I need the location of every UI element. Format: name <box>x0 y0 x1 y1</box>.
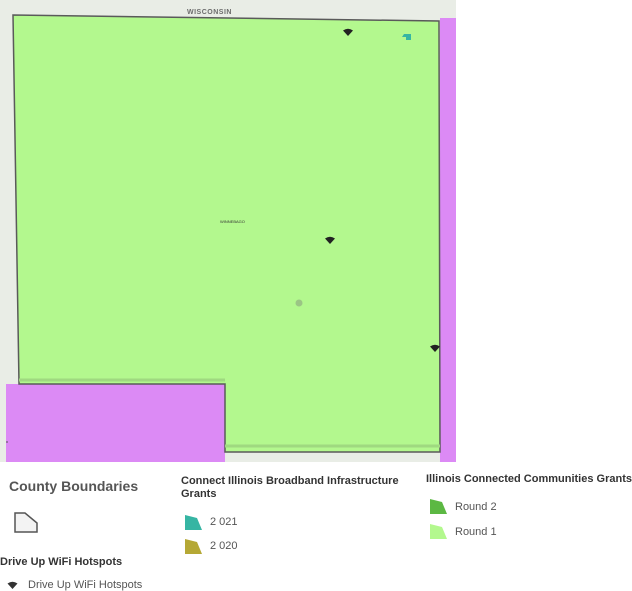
county-polygon-icon <box>14 512 38 533</box>
legend-county-boundaries: County Boundaries <box>9 478 138 494</box>
winnebago-county-area <box>12 14 441 453</box>
legend-item-label: Round 2 <box>455 501 497 513</box>
grant-2021-area <box>402 34 411 40</box>
state-label: WISCONSIN <box>187 9 232 16</box>
grant-2021-swatch <box>185 515 202 530</box>
neighbor-county-east <box>440 18 456 462</box>
round-2-swatch <box>430 499 447 514</box>
wifi-hotspot-marker[interactable] <box>325 236 335 244</box>
map-point <box>295 299 303 307</box>
legend-title: Connect Illinois Broadband Infrastructur… <box>181 475 399 500</box>
legend-title: Drive Up WiFi Hotspots <box>0 556 123 568</box>
legend-item-label: 2 020 <box>210 540 238 552</box>
legend-item-label: 2 021 <box>210 516 238 528</box>
legend-title: County Boundaries <box>9 478 139 494</box>
legend-hotspots: Drive Up WiFi Hotspots <box>0 556 122 569</box>
map-canvas <box>6 14 456 462</box>
wifi-hotspot-marker[interactable] <box>430 344 440 352</box>
legend-item-label: Drive Up WiFi Hotspots <box>28 579 143 591</box>
neighbor-county-south <box>6 384 225 462</box>
county-label: WINNEBAGO <box>220 219 245 224</box>
wifi-hotspot-marker[interactable] <box>343 28 353 36</box>
map-view[interactable]: WISCONSIN WINNEBAGO <box>0 0 456 462</box>
legend-connected-communities: Illinois Connected Communities Grants <box>426 473 632 486</box>
round-1-swatch <box>430 524 447 539</box>
legend-connect-illinois: Connect Illinois Broadband Infrastructur… <box>181 475 406 501</box>
grant-2020-swatch <box>185 539 202 554</box>
wifi-icon <box>7 581 18 589</box>
legend-title: Illinois Connected Communities Grants <box>426 473 632 485</box>
township-lines <box>19 378 440 448</box>
legend-item-label: Round 1 <box>455 526 497 538</box>
